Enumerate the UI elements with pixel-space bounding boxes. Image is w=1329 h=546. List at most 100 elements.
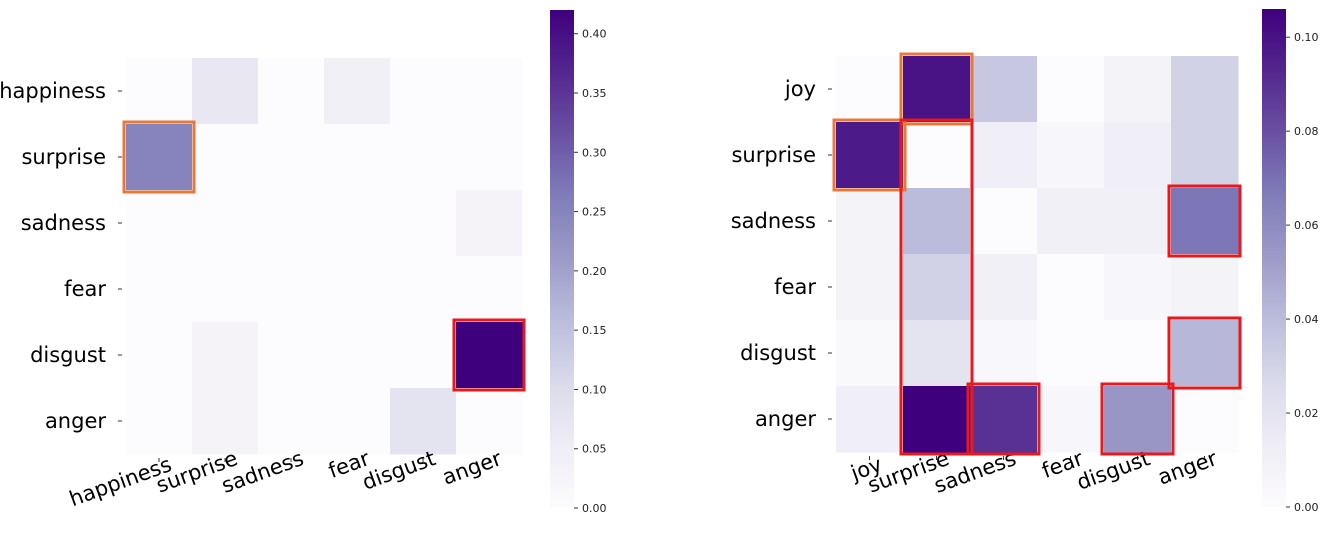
heatmap-cell [126,190,193,257]
heatmap-cell [324,58,391,125]
heatmap-cell [903,188,971,255]
heatmap-cell [1037,56,1105,123]
heatmap-cell [258,388,325,455]
heatmap-cell [1104,254,1172,321]
heatmap-cell [836,56,904,123]
heatmap-cell [324,190,391,257]
heatmap-cell [390,190,457,257]
colorbar [550,10,574,508]
heatmap-cell [390,388,457,455]
colorbar-tick-label: 0.00 [1294,501,1319,514]
heatmap-cell [258,256,325,323]
heatmap-cell [903,56,971,123]
heatmap-cell [126,58,193,125]
y-tick-label: fear [774,275,816,299]
heatmap-cell [192,256,259,323]
y-tick-label: anger [45,409,106,433]
heatmap-cell [126,256,193,323]
heatmap-cell [1104,386,1172,453]
red-highlight-box [1167,316,1242,390]
heatmap-cell [258,190,325,257]
heatmap-cell [1037,386,1105,453]
heatmap-cell [1171,386,1239,453]
heatmap-cell [836,188,904,255]
y-tick-label: sadness [21,211,106,235]
heatmap-cell [324,256,391,323]
y-tick-label: happiness [0,79,106,103]
red-highlight-box [1167,184,1242,258]
y-tick-label: disgust [30,343,106,367]
colorbar-tick-label: 0.15 [582,324,607,337]
heatmap-cell [903,122,971,189]
y-tick-label: joy [784,77,816,101]
y-tick-label: disgust [740,341,816,365]
heatmap-cell [836,254,904,321]
heatmap-cell [456,124,523,191]
heatmap-cell [836,122,904,189]
heatmap-cell [970,386,1038,453]
colorbar-tick-label: 0.00 [582,502,607,515]
heatmap-cell [126,388,193,455]
colorbar-tick-label: 0.10 [582,383,607,396]
heatmap-cell [192,388,259,455]
heatmap-cell [456,58,523,125]
heatmap-cell [1037,254,1105,321]
heatmap-cell [1037,188,1105,255]
colorbar-tick-label: 0.40 [582,28,607,41]
colorbar-tick-label: 0.06 [1294,219,1319,232]
heatmap-cell [1104,188,1172,255]
heatmap-cell [1171,320,1239,387]
heatmap-right: joysurprisesadnessfeardisgustangerjoysur… [731,9,1319,514]
heatmap-cell [1171,56,1239,123]
heatmap-cell [1104,56,1172,123]
red-highlight-box [1100,382,1175,456]
heatmap-cell [192,322,259,389]
heatmap-cell [390,124,457,191]
heatmap-cell [1171,254,1239,321]
y-tick-label: sadness [731,209,816,233]
colorbar-tick-label: 0.20 [582,265,607,278]
y-tick-label: fear [64,277,106,301]
heatmap-cell [324,322,391,389]
heatmap-cell [390,322,457,389]
colorbar-tick-label: 0.05 [582,443,607,456]
y-tick-label: surprise [731,143,816,167]
heatmap-cell [258,124,325,191]
heatmap-cell [1171,188,1239,255]
heatmap-cell [390,58,457,125]
heatmap-cell [456,190,523,257]
heatmap-cell [192,124,259,191]
heatmap-cell [970,254,1038,321]
colorbar-tick-label: 0.04 [1294,313,1319,326]
colorbar-tick-label: 0.10 [1294,31,1319,44]
heatmap-left: happiness surprise sadness fear disgust anger… [0,10,607,515]
heatmap-cell [970,188,1038,255]
heatmap-cell [1104,122,1172,189]
orange-highlight-box [122,120,196,194]
heatmap-cell [903,386,971,453]
colorbar-tick-label: 0.08 [1294,125,1319,138]
heatmap-cell [456,322,523,389]
heatmap-cell [836,320,904,387]
heatmap-cell [126,322,193,389]
heatmap-cell [903,320,971,387]
heatmap-cell [970,320,1038,387]
y-tick-label: surprise [21,145,106,169]
y-tick-label: anger [755,407,816,431]
heatmap-cell [970,122,1038,189]
colorbar [1262,9,1286,507]
heatmap-cell [456,256,523,323]
heatmap-cell [903,254,971,321]
heatmap-cell [192,190,259,257]
heatmap-cell [836,386,904,453]
heatmap-cell [456,388,523,455]
red-highlight-box [966,382,1041,456]
colorbar-tick-label: 0.35 [582,87,607,100]
heatmap-cell [324,124,391,191]
orange-highlight-box [832,118,907,192]
red-highlight-box [899,118,974,456]
heatmap-cell [390,256,457,323]
heatmap-cell [1104,320,1172,387]
colorbar-tick-label: 0.30 [582,146,607,159]
heatmap-cell [970,56,1038,123]
